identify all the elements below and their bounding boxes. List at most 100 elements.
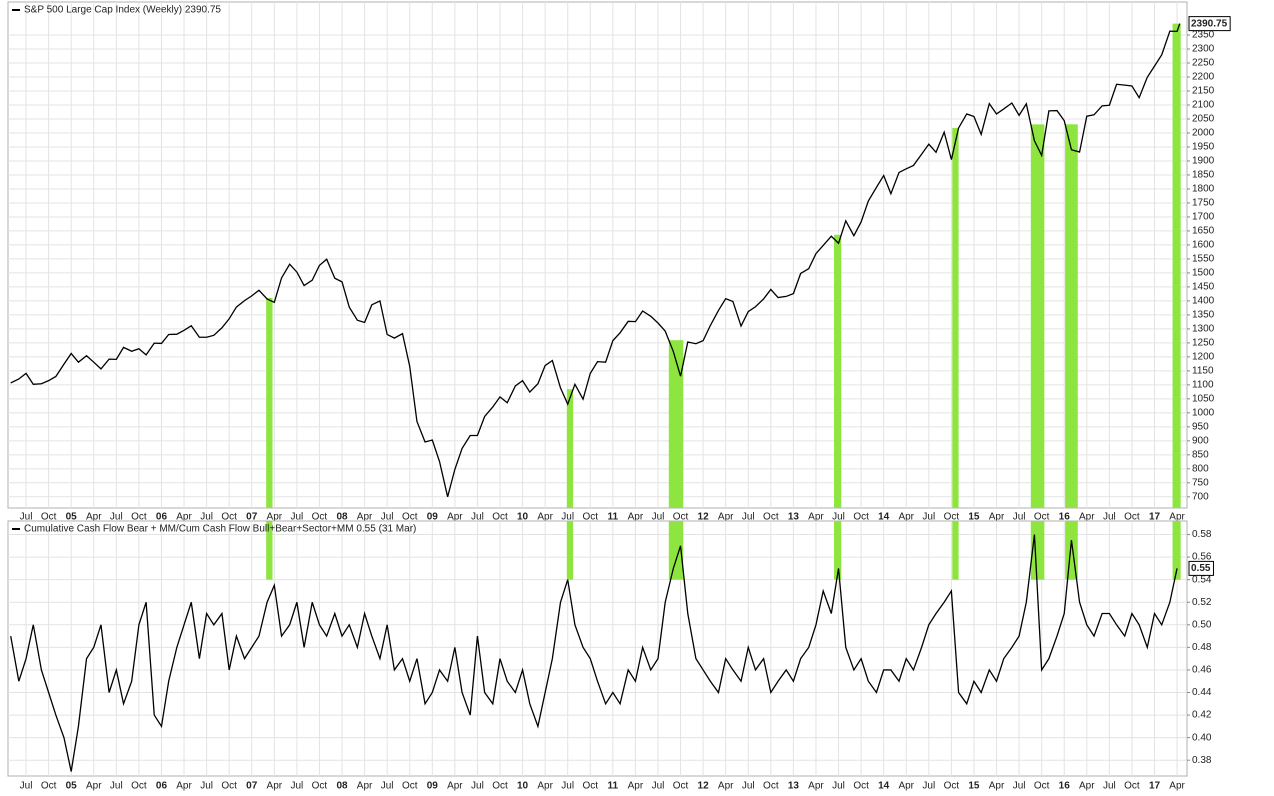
y-tick-label: 1150 [1192,366,1214,377]
signal-band [566,389,574,508]
x-tick-label: Apr [898,781,914,792]
signal-band [1172,521,1181,580]
x-tick-label: Oct [1124,512,1140,523]
signal-band [952,521,959,580]
x-tick-label: 10 [517,781,529,792]
y-tick-label: 1500 [1192,268,1215,279]
signal-band [266,297,273,508]
y-tick-label: 0.44 [1192,687,1212,698]
x-tick-label: 17 [1149,512,1161,523]
y-tick-label: 2300 [1192,44,1215,55]
signal-band [952,127,959,509]
x-tick-label: Apr [628,512,644,523]
y-tick-label: 1800 [1192,184,1215,195]
x-tick-label: Oct [853,512,869,523]
x-tick-label: 15 [968,512,980,523]
x-tick-label: Apr [718,512,734,523]
y-tick-label: 2350 [1192,30,1215,41]
x-tick-label: Jul [200,781,213,792]
x-tick-label: Jul [832,781,845,792]
x-tick-label: 16 [1059,512,1071,523]
x-tick-label: Jul [742,781,755,792]
x-tick-label: Oct [492,512,508,523]
x-tick-label: 08 [336,512,348,523]
y-tick-label: 1450 [1192,282,1215,293]
x-tick-label: 06 [156,781,168,792]
x-tick-label: Jul [922,781,935,792]
x-tick-label: Apr [537,781,553,792]
y-tick-label: 900 [1192,435,1209,446]
signal-band [1172,23,1181,508]
x-tick-label: Oct [402,781,418,792]
x-tick-label: 15 [968,781,980,792]
x-tick-label: Jul [1103,781,1116,792]
x-tick-label: Oct [853,781,869,792]
y-tick-label: 1950 [1192,142,1215,153]
x-tick-label: Apr [357,781,373,792]
x-tick-label: 11 [608,512,619,523]
x-tick-label: Jul [922,512,935,523]
x-tick-label: Jul [1013,512,1026,523]
x-tick-label: Jul [471,781,484,792]
x-tick-label: Apr [267,781,283,792]
y-tick-label: 950 [1192,421,1209,432]
x-tick-label: Oct [312,512,328,523]
x-tick-label: Jul [561,512,574,523]
y-tick-label: 0.58 [1192,529,1212,540]
signal-band [668,340,684,508]
x-tick-label: Oct [492,781,508,792]
x-tick-label: Apr [1169,512,1185,523]
x-tick-label: 14 [878,781,890,792]
x-tick-label: 12 [698,781,710,792]
y-tick-label: 0.46 [1192,665,1212,676]
x-tick-label: 07 [246,512,258,523]
x-tick-label: 05 [66,781,78,792]
signal-band [834,521,842,580]
x-tick-label: Oct [673,512,689,523]
x-tick-label: 08 [336,781,348,792]
y-tick-label: 1600 [1192,240,1215,251]
x-tick-label: Oct [1034,781,1050,792]
signal-band [1065,124,1078,508]
y-tick-label: 1350 [1192,310,1215,321]
x-tick-label: Jul [471,512,484,523]
x-tick-label: Jul [381,512,394,523]
x-tick-label: Oct [582,781,598,792]
x-tick-label: Jul [742,512,755,523]
plot-area [7,520,1188,777]
y-tick-label: 1100 [1192,379,1214,390]
x-tick-label: Apr [718,781,734,792]
x-tick-label: Jul [1013,781,1026,792]
x-tick-label: Jul [561,781,574,792]
x-tick-label: Oct [221,512,237,523]
y-tick-label: 1250 [1192,338,1215,349]
y-tick-label: 2000 [1192,128,1215,139]
signal-band [566,521,574,580]
x-tick-label: Oct [402,512,418,523]
x-tick-label: Apr [176,781,192,792]
x-tick-label: Jul [290,512,303,523]
series-line [10,534,1178,772]
x-tick-label: 05 [66,512,78,523]
x-tick-label: Apr [989,512,1005,523]
y-tick-label: 2250 [1192,58,1215,69]
x-tick-label: Oct [221,781,237,792]
x-tick-label: Oct [41,781,57,792]
x-tick-label: Apr [357,512,373,523]
x-tick-label: 17 [1149,781,1161,792]
x-tick-label: 14 [878,512,890,523]
last-value-box [1188,560,1214,576]
x-tick-label: 12 [698,512,710,523]
y-tick-label: 1650 [1192,226,1215,237]
x-tick-label: Jul [110,781,123,792]
series-line [10,23,1181,497]
x-tick-label: Apr [447,512,463,523]
signal-band [834,234,842,509]
y-tick-label: 1850 [1192,170,1215,181]
last-value-label: 2390.75 [1191,18,1228,29]
x-tick-label: Apr [1079,781,1095,792]
x-tick-label: Oct [763,781,779,792]
y-tick-label: 700 [1192,491,1209,502]
x-tick-label: Oct [763,512,779,523]
signal-band [266,521,273,580]
